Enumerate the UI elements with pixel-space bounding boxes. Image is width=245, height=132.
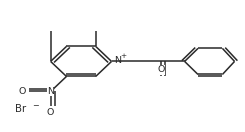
Text: +: + — [120, 53, 126, 59]
Text: Br: Br — [15, 104, 26, 114]
Text: O: O — [18, 87, 26, 96]
Text: N: N — [47, 87, 54, 96]
Text: N: N — [114, 56, 122, 65]
Text: O: O — [158, 65, 165, 74]
Text: −: − — [32, 101, 39, 110]
Text: O: O — [47, 108, 54, 117]
